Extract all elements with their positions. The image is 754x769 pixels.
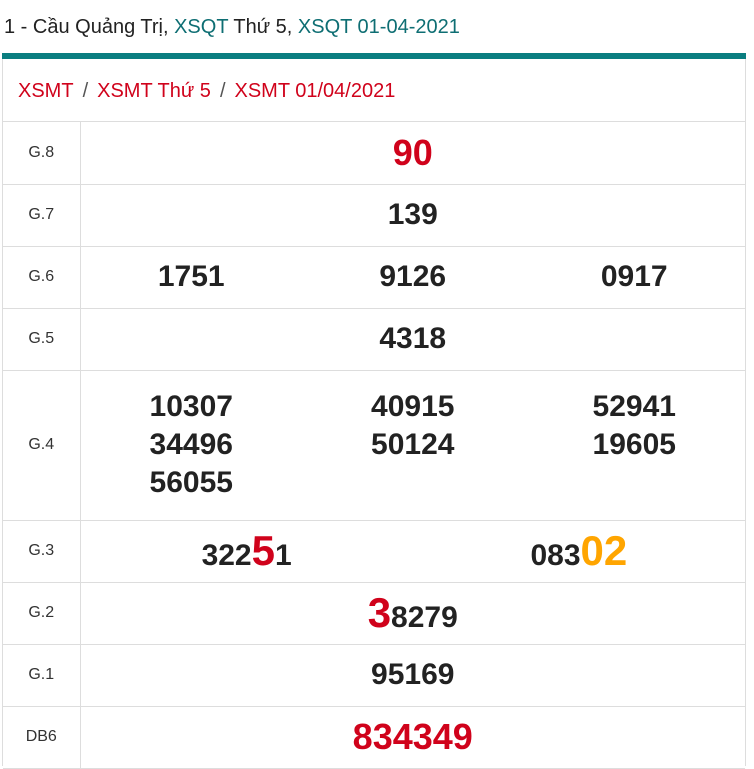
- prize-number: 90: [392, 131, 433, 173]
- prize-number: 34496: [149, 428, 233, 461]
- prize-number: 95169: [80, 644, 745, 707]
- prize-label: G.6: [3, 246, 81, 309]
- prize-label: DB6: [3, 706, 81, 769]
- prize-row-g3: G.3 32251 08302: [3, 520, 745, 583]
- prize-row-g8: G.8 90: [3, 122, 745, 185]
- prize-row-g4: G.4 10307 40915 52941 34496 50124 19605 5605…: [3, 370, 745, 521]
- accent-bar: [2, 53, 746, 59]
- prize-number: 38279: [80, 582, 745, 645]
- prize-label: G.5: [3, 308, 81, 371]
- prize-label: G.7: [3, 184, 81, 247]
- prize-number: 52941: [592, 390, 676, 423]
- prize-row-g1: G.1 95169: [3, 644, 745, 707]
- prize-number: 139: [80, 184, 745, 247]
- heading-text: 1 - Cầu Quảng Trị,: [4, 16, 175, 38]
- prize-number: 9126: [379, 260, 447, 293]
- prize-number: 40915: [371, 390, 455, 423]
- prize-number: 56055: [149, 466, 233, 499]
- breadcrumb-separator: /: [82, 80, 89, 102]
- breadcrumb-xsmt-thu5[interactable]: XSMT Thứ 5: [97, 80, 211, 102]
- results-table: G.8 90 G.7 139 G.6 1751 9126 0917 G.5 4318 G.4…: [3, 122, 745, 769]
- prize-label: G.3: [3, 520, 81, 583]
- prize-number: 19605: [592, 428, 676, 461]
- prize-label: G.8: [3, 122, 81, 185]
- prize-number: 4318: [80, 308, 745, 371]
- prize-label: G.1: [3, 644, 81, 707]
- breadcrumb-xsmt[interactable]: XSMT: [18, 80, 74, 102]
- special-prize-number: 834349: [352, 716, 473, 757]
- results-box: XSMT / XSMT Thứ 5 / XSMT 01/04/2021 G.8 90 G.…: [2, 59, 746, 769]
- prize-number: 1751: [157, 260, 225, 293]
- prize-label: G.2: [3, 582, 81, 645]
- prize-row-g6: G.6 1751 9126 0917: [3, 246, 745, 309]
- breadcrumb-xsmt-date[interactable]: XSMT 01/04/2021: [234, 80, 396, 102]
- breadcrumb-separator: /: [219, 80, 226, 102]
- prize-number: 0917: [600, 260, 668, 293]
- prize-row-db: DB6 834349: [3, 706, 745, 769]
- prize-row-g5: G.5 4318: [3, 308, 745, 371]
- prize-number: 50124: [371, 428, 455, 461]
- prize-row-g7: G.7 139: [3, 184, 745, 247]
- prize-row-g2: G.2 38279: [3, 582, 745, 645]
- page-heading: 1 - Cầu Quảng Trị, XSQT Thứ 5, XSQT 01-0…: [4, 16, 460, 39]
- breadcrumb: XSMT / XSMT Thứ 5 / XSMT 01/04/2021: [3, 59, 745, 122]
- prize-label: G.4: [3, 370, 81, 521]
- heading-text: Thứ 5,: [228, 16, 298, 38]
- xsqt-link[interactable]: XSQT: [174, 16, 229, 38]
- prize-number: 08302: [530, 527, 628, 574]
- prize-number: 32251: [201, 527, 292, 574]
- xsqt-date-link[interactable]: XSQT 01-04-2021: [297, 16, 460, 38]
- prize-number: 10307: [149, 390, 233, 423]
